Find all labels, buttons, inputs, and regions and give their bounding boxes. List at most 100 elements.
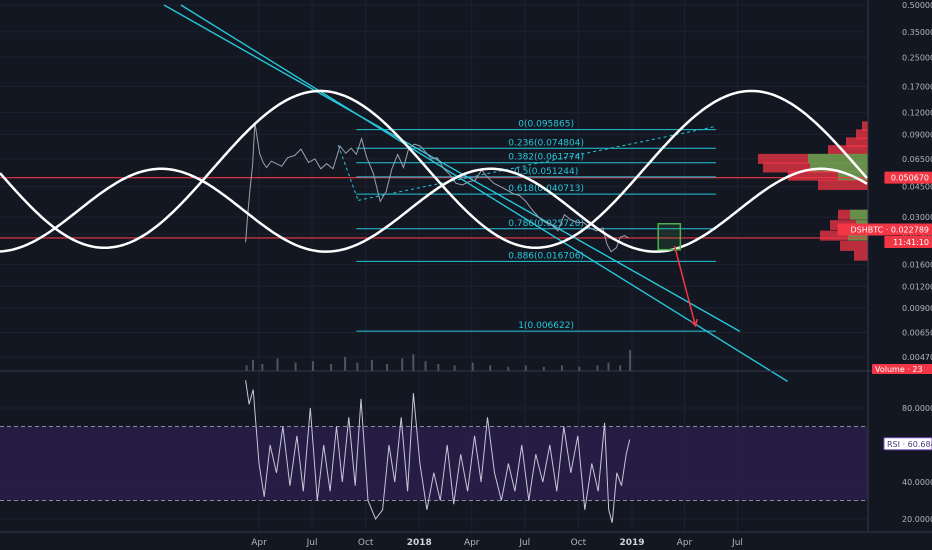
volume-bar	[370, 359, 373, 371]
time-tick-label: Oct	[358, 538, 374, 548]
volume-profile-bar	[820, 230, 868, 241]
volume-bar	[412, 354, 415, 371]
highlight-box	[657, 223, 682, 251]
projection-arrow	[673, 245, 698, 328]
time-tick-label: Apr	[677, 538, 693, 548]
rsi-band	[0, 426, 868, 501]
volume-bar	[578, 366, 581, 371]
price-tag-bg	[884, 171, 932, 184]
price-tag-text: DSHBTC · 0.022789	[850, 225, 929, 234]
axes	[0, 0, 932, 533]
price-tags: 0.050670 DSHBTC · 0.022789 11:41:10 Volume …	[837, 171, 932, 451]
volume-bar	[453, 365, 456, 371]
volume-bar	[276, 358, 279, 371]
price-tick-label: 0.030000	[902, 213, 932, 222]
volume-bar	[489, 365, 492, 371]
highlight-rect	[657, 223, 682, 251]
price-tick-label: 0.016000	[902, 261, 932, 270]
volume-bar	[312, 361, 315, 371]
trend-lines	[163, 4, 788, 383]
volume-profile-bar	[862, 121, 868, 132]
price-tick-label: 0.006500	[902, 329, 932, 338]
arrow-head	[690, 318, 698, 328]
rsi-tick-label: 80.0000	[902, 404, 932, 413]
volume-profile-bar	[788, 170, 868, 181]
time-tick-label: 2018	[407, 538, 432, 548]
rsi-tick-label: 20.0000	[902, 515, 932, 524]
price-tick-label: 0.065000	[902, 155, 932, 164]
volume-profile-bar	[854, 250, 868, 261]
fib-level-label: 0.786(0.025720)	[508, 219, 584, 229]
volume-profile-bar	[810, 162, 868, 173]
price-series	[245, 122, 629, 253]
fib-level-label: 0.236(0.074804)	[508, 138, 584, 148]
volume-bar	[294, 362, 297, 371]
time-tick-label: Oct	[571, 538, 587, 548]
trend-line	[163, 4, 741, 333]
fib-level-label: 0(0.095865)	[518, 120, 574, 130]
price-tick-label: 0.170000	[902, 82, 932, 91]
volume-profile-bar	[808, 153, 868, 164]
volume-profile-bar	[856, 129, 868, 140]
volume-bar	[330, 364, 333, 371]
price-tick-label: 0.090000	[902, 130, 932, 139]
volume-bar	[607, 362, 610, 371]
volume-bar	[471, 362, 474, 371]
volume-bars	[245, 350, 632, 371]
dashed-line	[337, 144, 359, 201]
price-tick-label: 0.009000	[902, 304, 932, 313]
time-tick-label: 2019	[619, 538, 644, 548]
time-tick-label: Jul	[731, 538, 743, 548]
volume-bar	[424, 361, 427, 371]
volume-bar	[344, 357, 347, 371]
fib-level-label: 1(0.006622)	[518, 321, 574, 331]
volume-bar	[261, 364, 264, 371]
time-tick-label: Apr	[464, 538, 480, 548]
price-tag-text: 0.050670	[891, 174, 929, 183]
time-tick-label: Jul	[306, 538, 318, 548]
rsi-pane	[0, 380, 868, 523]
fib-level-label: 0.886(0.016706)	[508, 251, 584, 261]
trend-line	[180, 4, 788, 383]
time-tick-label: Apr	[251, 538, 267, 548]
sine-wave	[0, 167, 868, 253]
price-line	[245, 122, 629, 253]
volume-profile-bar	[818, 179, 868, 190]
volume-bar	[437, 364, 440, 371]
volume-profile-bar	[828, 145, 868, 156]
volume-bar	[542, 366, 545, 371]
volume-bar	[401, 358, 404, 371]
dashed-lines	[337, 125, 717, 201]
sine-wave	[0, 89, 868, 250]
volume-profile-bar	[848, 230, 868, 241]
volume-bar	[507, 366, 510, 371]
volume-bar	[245, 365, 248, 371]
volume-profile-bar	[846, 137, 868, 148]
rsi-line	[245, 380, 631, 523]
volume-tag-bg	[872, 364, 932, 374]
volume-bar	[252, 359, 255, 371]
price-tick-label: 0.500000	[902, 1, 932, 10]
volume-bar	[629, 350, 632, 371]
price-tick-label: 0.350000	[902, 28, 932, 37]
price-tick-label: 0.004700	[902, 353, 932, 362]
volume-tag-text: Volume · 23	[875, 365, 923, 374]
dashed-line	[357, 125, 717, 201]
rsi-tag-bg	[883, 437, 932, 451]
price-tick-label: 0.250000	[902, 53, 932, 62]
rsi-tag-text: RSI · 60.6846	[887, 440, 932, 449]
fib-level-label: 0.382(0.061774)	[508, 153, 584, 163]
volume-profile-bar	[850, 209, 868, 220]
price-tag-text: 11:41:10	[893, 238, 929, 247]
volume-bar	[596, 365, 599, 371]
price-tag-bg	[837, 223, 932, 236]
volume-profile	[758, 121, 868, 261]
sine-waves	[0, 89, 868, 253]
volume-bar	[560, 365, 563, 371]
price-tag-bg	[884, 235, 932, 248]
time-tick-label: Jul	[518, 538, 530, 548]
price-tick-label: 0.120000	[902, 109, 932, 118]
volume-bar	[356, 362, 359, 371]
